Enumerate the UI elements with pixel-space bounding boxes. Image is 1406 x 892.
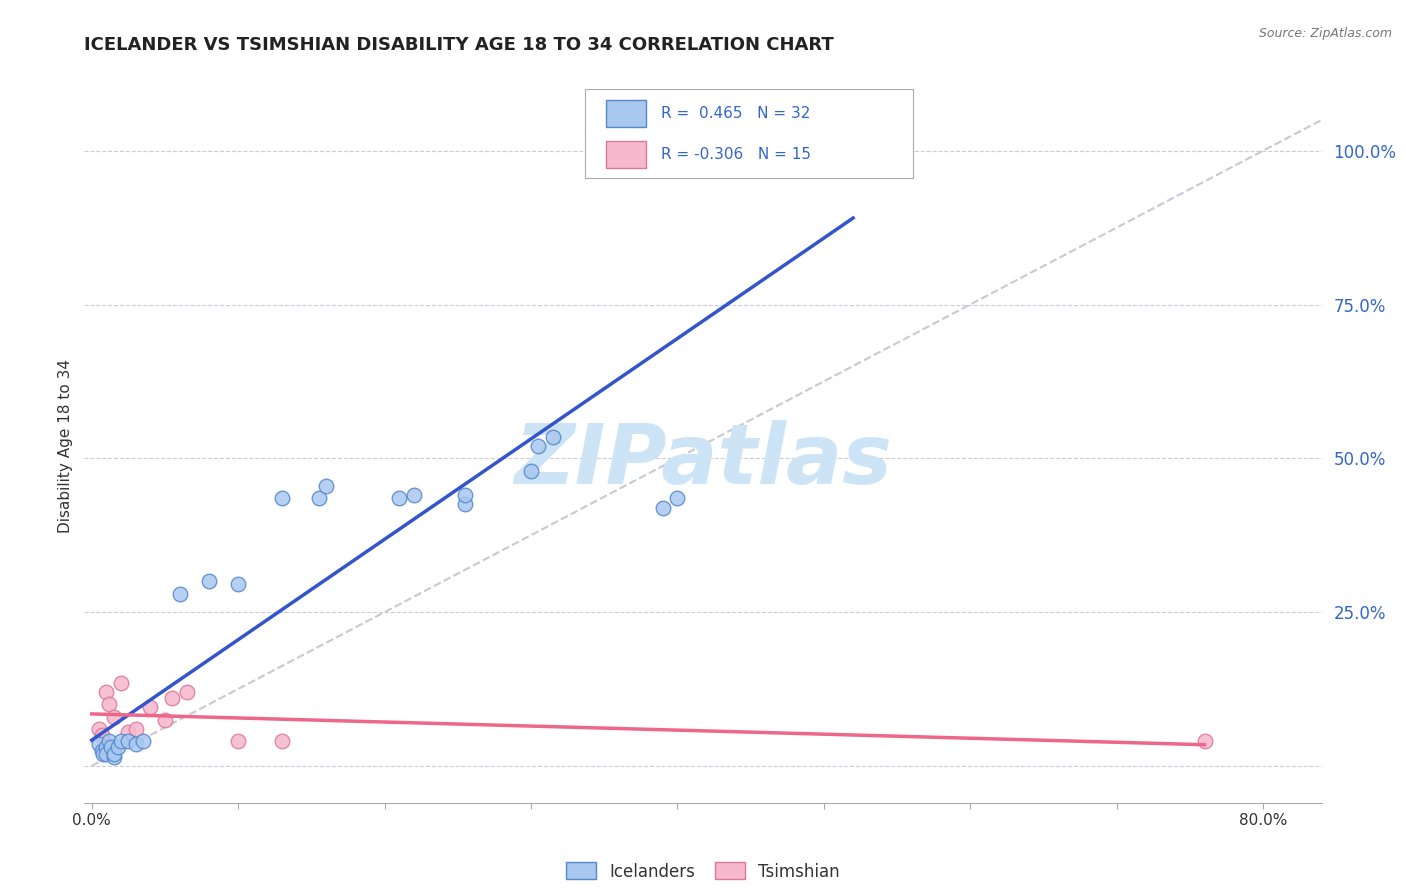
Point [103, 749, 125, 764]
Point [520, 464, 543, 478]
Point [124, 737, 146, 751]
Point [107, 740, 129, 755]
Point [96, 747, 118, 761]
Point [160, 691, 183, 706]
Legend: Icelanders, Tsimshian: Icelanders, Tsimshian [560, 855, 846, 888]
Point [402, 488, 425, 502]
Point [98, 698, 121, 712]
Point [100, 740, 122, 755]
Point [308, 491, 330, 506]
Point [842, 162, 865, 177]
Point [827, 162, 849, 177]
Point [132, 734, 155, 748]
Point [110, 676, 132, 690]
Point [454, 488, 477, 502]
Point [153, 713, 176, 727]
Bar [606, 100, 647, 127]
Point [87, 737, 110, 751]
Point [827, 162, 849, 177]
Point [139, 700, 162, 714]
Point [96, 685, 118, 699]
Point [388, 491, 411, 506]
Y-axis label: Disability Age 18 to 34: Disability Age 18 to 34 [58, 359, 73, 533]
Point [117, 725, 139, 739]
Text: R =  0.465   N = 32: R = 0.465 N = 32 [661, 106, 810, 120]
Point [117, 734, 139, 748]
Text: Source: ZipAtlas.com: Source: ZipAtlas.com [1258, 27, 1392, 40]
Point [93, 747, 115, 761]
Point [110, 734, 132, 748]
Point [651, 500, 673, 515]
Point [541, 430, 564, 444]
Point [198, 574, 221, 589]
Point [1194, 734, 1216, 748]
Point [666, 491, 689, 506]
Point [226, 577, 249, 591]
Point [96, 740, 118, 755]
Point [271, 734, 294, 748]
Point [87, 722, 110, 736]
Point [176, 685, 198, 699]
Text: ICELANDER VS TSIMSHIAN DISABILITY AGE 18 TO 34 CORRELATION CHART: ICELANDER VS TSIMSHIAN DISABILITY AGE 18… [84, 36, 834, 54]
Point [454, 498, 477, 512]
Point [90, 743, 112, 757]
Point [103, 747, 125, 761]
Bar [606, 141, 647, 168]
Text: ZIPatlas: ZIPatlas [515, 420, 891, 500]
Point [124, 722, 146, 736]
Point [315, 479, 337, 493]
Point [527, 439, 550, 453]
Text: R = -0.306   N = 15: R = -0.306 N = 15 [661, 147, 811, 161]
FancyBboxPatch shape [585, 89, 914, 178]
Point [169, 587, 191, 601]
Point [90, 728, 112, 742]
Point [271, 491, 294, 506]
Point [226, 734, 249, 748]
Point [98, 734, 121, 748]
Point [103, 709, 125, 723]
